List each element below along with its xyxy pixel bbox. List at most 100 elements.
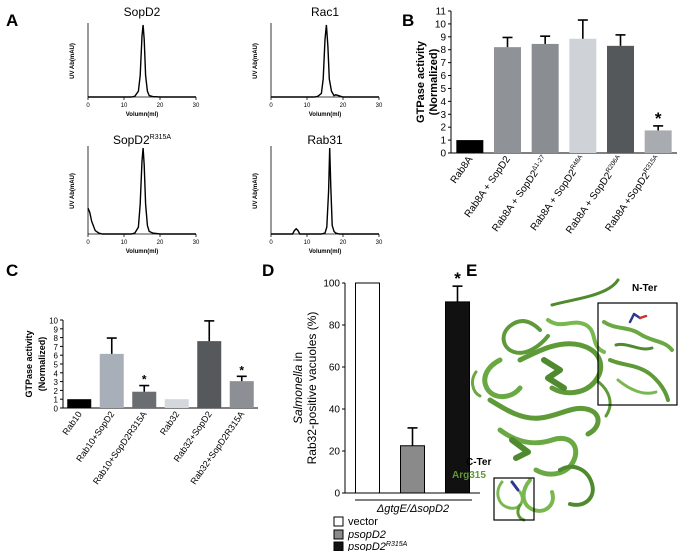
chromatogram-title-base: SopD2 (113, 133, 150, 147)
n-terminal-label: N-Ter (632, 283, 657, 294)
c-terminal-label: C-Ter (466, 457, 491, 468)
y-axis-label-2: Rab32-positive vacuoles (%) (305, 312, 319, 465)
bar (400, 445, 425, 494)
y-tick-label: 5 (440, 84, 446, 95)
panel-c-bar-chart: 012345678910Rab10Rab10+SopD2*Rab10+SopD2… (24, 317, 258, 486)
y-tick-label: 10 (49, 317, 58, 326)
significance-star: * (142, 373, 147, 387)
x-tick-label: 10 (304, 240, 311, 246)
x-tick-label: 10 (304, 103, 311, 109)
x-tick-label: 30 (376, 103, 383, 109)
bar (445, 301, 470, 494)
protein-ribbon-illustration (471, 278, 674, 522)
y-tick-label: 11 (436, 7, 447, 18)
y-axis-label: UV Ab(mAU) (70, 173, 76, 209)
significance-star: * (655, 109, 662, 128)
y-tick-label: 3 (54, 378, 59, 387)
y-tick-label: 2 (54, 387, 59, 396)
y-tick-label: 8 (440, 45, 446, 56)
panel-label-a: A (6, 11, 18, 30)
x-axis-label: Volumn(ml) (126, 112, 159, 118)
bar (67, 399, 92, 408)
chromatogram-title: SopD2R315A (113, 133, 171, 147)
legend-label-psopd2: psopD2 (347, 529, 386, 541)
chromatogram-title: Rac1 (311, 5, 339, 19)
y-tick-label: 7 (440, 58, 446, 69)
x-axis-label: Volumn(ml) (309, 112, 342, 118)
significance-star: * (454, 269, 461, 288)
legend-swatch-psopd2-r315a (333, 541, 344, 551)
x-tick-label: 0 (269, 240, 273, 246)
panel-label-d: D (262, 261, 274, 280)
y-tick-label: 0 (334, 489, 340, 500)
legend-label-vector: vector (348, 516, 378, 528)
x-tick-label: 30 (376, 240, 383, 246)
chromatogram-title: SopD2 (124, 5, 161, 19)
y-tick-label: 40 (329, 405, 341, 416)
x-tick-label: 10 (121, 103, 128, 109)
x-tick-label: Rab8A (449, 154, 476, 186)
y-tick-label: 9 (54, 325, 59, 334)
x-tick-label-sup: R315A (642, 153, 660, 174)
x-tick-label: 20 (340, 240, 347, 246)
x-tick-label-sup: R48A (569, 153, 584, 171)
legend-label-psopd2-r315a: psopD2R315A (347, 541, 408, 551)
bar (99, 353, 124, 408)
x-tick-label: 20 (157, 103, 164, 109)
legend-label-psopd2-r315a-base: psopD2 (347, 541, 386, 551)
y-tick-label: 60 (329, 363, 341, 374)
chromatogram-title-base: Rac1 (311, 5, 339, 19)
y-tick-label: 100 (323, 279, 340, 290)
y-axis-label: UV Ab(mAU) (253, 173, 259, 209)
y-tick-label: 2 (440, 123, 446, 134)
y-tick-label: 1 (440, 136, 446, 147)
x-tick-label-base: Rab8A (449, 154, 476, 186)
arg315-label: Arg315 (452, 470, 486, 481)
x-tick-label: 20 (157, 240, 164, 246)
y-tick-label: 4 (440, 97, 446, 108)
bar (607, 45, 634, 153)
chromatogram-title-sup: R315A (150, 134, 172, 141)
x-tick-label: 30 (193, 103, 200, 109)
bar (355, 282, 380, 494)
y-axis-label-2: (Normalized) (428, 48, 440, 115)
y-tick-label: 9 (440, 32, 446, 43)
legend-swatch-vector (333, 516, 344, 527)
y-tick-label: 10 (435, 19, 447, 30)
y-tick-label: 0 (54, 405, 59, 414)
y-axis-label: GTPase activity (24, 330, 34, 397)
panel-d-bar-chart: 0 20 40 60 80 100 * Salmonella in Rab32-positive… (291, 269, 480, 515)
x-axis-label: Volumn(ml) (309, 249, 342, 255)
x-tick-label: Rab32 (158, 409, 181, 436)
y-tick-label: 6 (440, 71, 446, 82)
x-tick-label: Rab10 (60, 409, 83, 436)
chromatogram-title-base: Rab31 (307, 133, 343, 147)
bar (531, 43, 559, 153)
bar (229, 381, 254, 408)
bar (132, 391, 157, 408)
x-tick-label: 10 (121, 240, 128, 246)
legend-label-psopd2-r315a-sup: R315A (386, 541, 408, 548)
inset-box-n-terminal (597, 302, 678, 406)
chromatogram-title-base: SopD2 (124, 5, 161, 19)
panel-e-structure: N-Ter C-Ter Arg315 (452, 278, 678, 522)
chromatogram-trace (88, 24, 196, 98)
y-tick-label: 5 (54, 361, 59, 370)
y-axis-label: UV Ab(mAU) (70, 43, 76, 79)
x-tick-label: 30 (193, 240, 200, 246)
x-tick-label-sup: Δ1-27 (531, 154, 547, 173)
bar (197, 341, 222, 408)
y-tick-label: 4 (54, 369, 59, 378)
y-tick-label: 7 (54, 343, 59, 352)
panel-d-legend: vector psopD2 psopD2R315A (333, 516, 408, 551)
significance-star: * (239, 363, 244, 377)
y-axis-label-2: (Normalized) (37, 337, 47, 392)
y-axis-label-italic: Salmonella (291, 364, 305, 424)
x-axis-label: Volumn(ml) (126, 249, 159, 255)
x-tick-label: 0 (269, 103, 273, 109)
chromatogram-trace (87, 147, 196, 235)
x-tick-label: 0 (86, 240, 90, 246)
legend-label-psopd2-text: psopD2 (347, 529, 386, 541)
y-tick-label: 3 (440, 110, 446, 121)
